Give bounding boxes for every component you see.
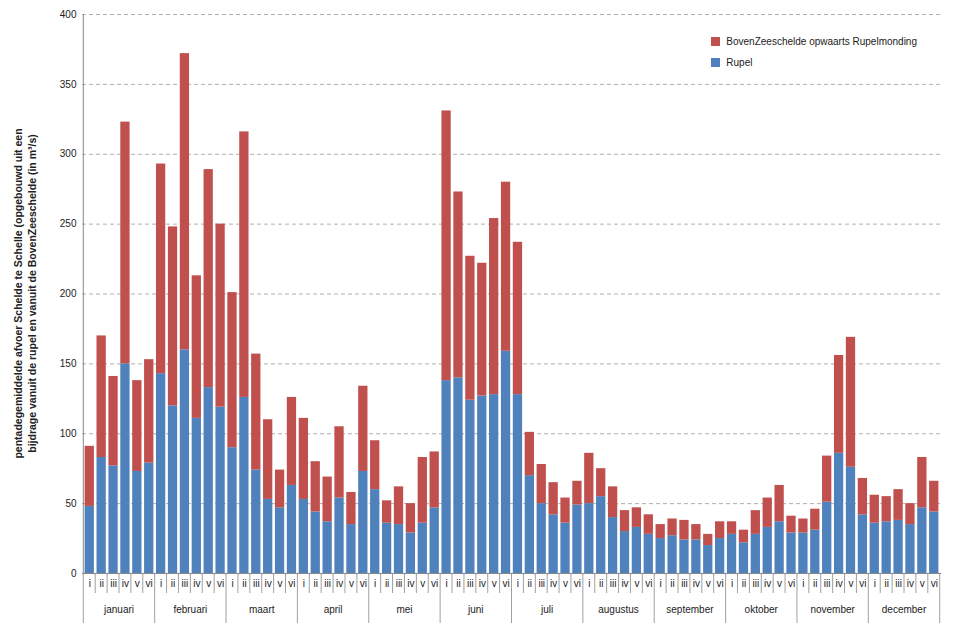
svg-text:iii: iii [110,578,117,589]
svg-text:100: 100 [60,428,77,439]
svg-text:vi: vi [859,578,866,589]
svg-text:v: v [563,578,568,589]
svg-text:ii: ii [242,578,246,589]
svg-text:i: i [588,578,590,589]
svg-text:oktober: oktober [745,604,779,615]
svg-text:i: i [874,578,876,589]
svg-text:iii: iii [253,578,260,589]
svg-text:iii: iii [824,578,831,589]
svg-text:iv: iv [550,578,557,589]
svg-text:v: v [634,578,639,589]
svg-text:vi: vi [431,578,438,589]
svg-text:ii: ii [742,578,746,589]
svg-text:iii: iii [324,578,331,589]
svg-text:iii: iii [610,578,617,589]
svg-text:juli: juli [540,604,553,615]
svg-text:i: i [517,578,519,589]
svg-text:v: v [706,578,711,589]
svg-text:iii: iii [396,578,403,589]
svg-text:ii: ii [670,578,674,589]
svg-text:iii: iii [895,578,902,589]
svg-text:v: v [920,578,925,589]
svg-text:i: i [89,578,91,589]
svg-text:ii: ii [171,578,175,589]
svg-text:iv: iv [621,578,628,589]
svg-text:iii: iii [467,578,474,589]
svg-text:v: v [206,578,211,589]
svg-text:ii: ii [456,578,460,589]
svg-text:v: v [135,578,140,589]
svg-text:iv: iv [693,578,700,589]
svg-text:400: 400 [60,9,77,20]
svg-text:iii: iii [182,578,189,589]
svg-text:iii: iii [752,578,759,589]
svg-text:i: i [802,578,804,589]
svg-text:i: i [303,578,305,589]
svg-text:juni: juni [467,604,484,615]
svg-text:v: v [349,578,354,589]
svg-text:iv: iv [336,578,343,589]
svg-text:vi: vi [931,578,938,589]
svg-text:vi: vi [788,578,795,589]
svg-text:vi: vi [502,578,509,589]
svg-text:iii: iii [538,578,545,589]
svg-text:250: 250 [60,218,77,229]
svg-text:ii: ii [884,578,888,589]
svg-text:v: v [420,578,425,589]
svg-text:januari: januari [103,604,134,615]
svg-text:i: i [731,578,733,589]
svg-text:iv: iv [407,578,414,589]
svg-text:v: v [492,578,497,589]
svg-text:ii: ii [99,578,103,589]
svg-text:200: 200 [60,288,77,299]
svg-text:iv: iv [193,578,200,589]
svg-text:iv: iv [907,578,914,589]
svg-text:iv: iv [479,578,486,589]
svg-text:april: april [324,604,343,615]
html-text:BovenZeeschelde opwaarts Rupel: BovenZeeschelde opwaarts Rupelmonding [726,36,917,47]
svg-text:ii: ii [813,578,817,589]
svg-text:i: i [445,578,447,589]
svg-text:150: 150 [60,358,77,369]
svg-text:vi: vi [146,578,153,589]
svg-text:iv: iv [835,578,842,589]
svg-text:i: i [660,578,662,589]
svg-text:50: 50 [65,498,77,509]
svg-text:iv: iv [122,578,129,589]
svg-text:iv: iv [265,578,272,589]
svg-text:i: i [374,578,376,589]
svg-text:vi: vi [574,578,581,589]
svg-text:iv: iv [764,578,771,589]
svg-text:december: december [882,604,927,615]
svg-text:i: i [160,578,162,589]
svg-text:november: november [810,604,855,615]
svg-text:v: v [777,578,782,589]
svg-text:ii: ii [528,578,532,589]
svg-text:vi: vi [217,578,224,589]
svg-text:300: 300 [60,148,77,159]
html-text:Rupel: Rupel [726,57,753,68]
svg-text:v: v [848,578,853,589]
svg-text:iii: iii [681,578,688,589]
svg-text:ii: ii [314,578,318,589]
svg-text:september: september [666,604,714,615]
svg-text:maart: maart [249,604,275,615]
svg-text:vi: vi [645,578,652,589]
svg-text:ii: ii [385,578,389,589]
svg-text:ii: ii [599,578,603,589]
svg-text:350: 350 [60,79,77,90]
svg-text:augustus: augustus [598,604,639,615]
svg-text:v: v [278,578,283,589]
svg-text:i: i [231,578,233,589]
svg-text:mei: mei [396,604,412,615]
svg-text:vi: vi [717,578,724,589]
svg-text:vi: vi [288,578,295,589]
svg-text:0: 0 [71,568,77,579]
svg-text:pentadegemiddelde afvoer Schel: pentadegemiddelde afvoer Schelde te Sche… [12,128,38,458]
svg-text:februari: februari [173,604,207,615]
svg-text:vi: vi [360,578,367,589]
